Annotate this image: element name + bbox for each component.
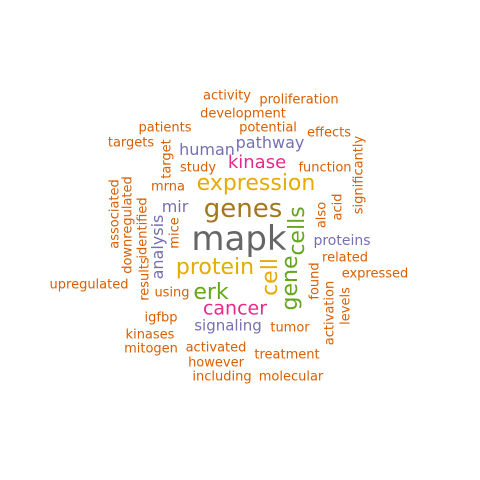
word-mitogen: mitogen: [124, 341, 178, 357]
word-genes: genes: [203, 194, 283, 224]
word-significantly: significantly: [351, 135, 367, 215]
word-mapk: mapk: [191, 219, 287, 259]
word-igfbp: igfbp: [144, 310, 178, 326]
word-activated: activated: [185, 340, 247, 356]
word-effects: effects: [307, 125, 351, 141]
word-gene: gene: [278, 255, 303, 311]
word-patients: patients: [138, 120, 192, 136]
word-mrna: mrna: [151, 179, 185, 195]
word-levels: levels: [338, 287, 354, 325]
word-mir: mir: [161, 197, 189, 216]
word-treatment: treatment: [254, 347, 320, 363]
word-function: function: [298, 160, 352, 176]
word-proteins: proteins: [313, 233, 371, 249]
word-activity: activity: [203, 88, 251, 104]
word-target: target: [159, 139, 175, 179]
word-human: human: [179, 140, 235, 159]
word-pathway: pathway: [235, 133, 305, 152]
word-potential: potential: [239, 120, 297, 136]
word-upregulated: upregulated: [49, 277, 129, 293]
word-development: development: [200, 106, 286, 122]
word-erk: erk: [193, 280, 229, 305]
word-expression: expression: [196, 171, 316, 196]
word-signaling: signaling: [194, 316, 262, 335]
word-however: however: [188, 355, 244, 371]
word-using: using: [154, 285, 190, 301]
word-activation: activation: [322, 280, 338, 346]
word-study: study: [179, 160, 217, 176]
word-identified: identified: [135, 197, 151, 259]
word-results: results: [137, 257, 153, 301]
word-protein: protein: [175, 255, 255, 280]
word-including: including: [192, 369, 252, 385]
word-acid: acid: [330, 193, 346, 221]
word-cells: cells: [285, 206, 310, 256]
word-mice: mice: [167, 217, 183, 249]
word-kinase: kinase: [227, 152, 287, 173]
word-targets: targets: [107, 135, 155, 151]
word-kinases: kinases: [125, 327, 175, 343]
word-tumor: tumor: [270, 320, 310, 336]
word-also: also: [314, 201, 330, 229]
word-proliferation: proliferation: [259, 92, 339, 108]
word-downregulated: downregulated: [120, 176, 136, 274]
word-cancer: cancer: [202, 297, 268, 320]
word-related: related: [322, 250, 368, 266]
word-molecular: molecular: [258, 369, 324, 385]
word-found: found: [307, 262, 323, 300]
word-expressed: expressed: [341, 266, 409, 282]
